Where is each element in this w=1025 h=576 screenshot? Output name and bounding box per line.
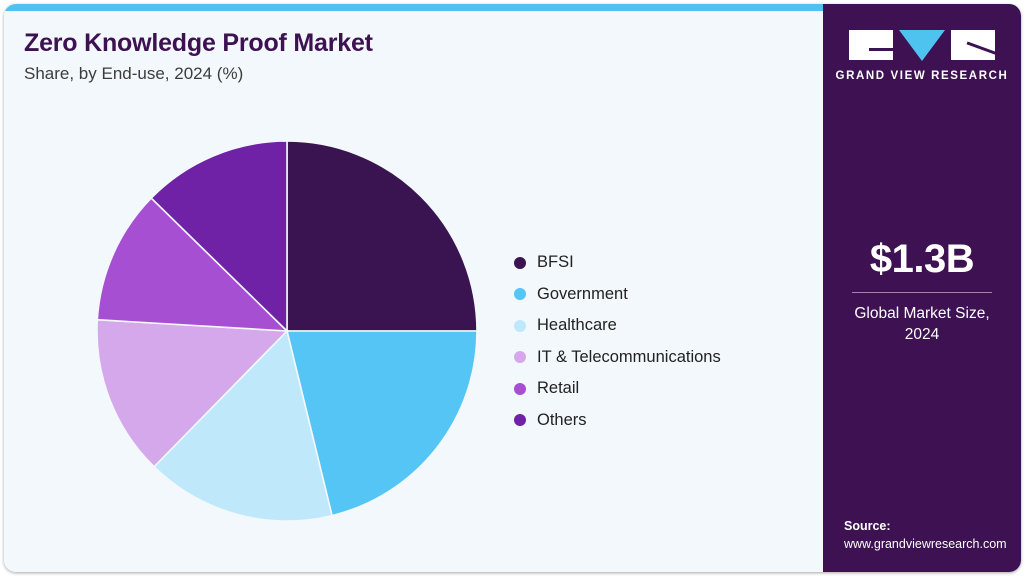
pie-slice [96,318,289,468]
top-accent-bar [4,4,1021,11]
brand-sidebar: GRAND VIEW RESEARCH $1.3B Global Market … [823,4,1021,572]
legend-color-swatch-icon [514,382,526,395]
legend-item[interactable]: Others [514,405,721,437]
pie-slice-group [96,140,478,522]
legend-item[interactable]: Retail [514,373,721,405]
legend-color-swatch-icon [514,288,526,301]
source-url[interactable]: www.grandviewresearch.com [844,537,1007,552]
pie-slice [286,140,478,332]
pie-slice [285,330,478,517]
stat-divider [852,292,992,293]
logo-letter-r-icon [951,30,995,60]
pie-chart-svg [96,140,478,522]
chart-card: Zero Knowledge Proof Market Share, by En… [4,4,1021,572]
legend-item[interactable]: BFSI [514,247,721,279]
legend-item-label: IT & Telecommunications [537,347,721,366]
gvr-logo: GRAND VIEW RESEARCH [823,30,1021,82]
legend-color-swatch-icon [514,414,526,427]
legend-item[interactable]: Healthcare [514,310,721,342]
legend-item-label: Others [537,410,587,429]
pie-slice [152,329,333,522]
chart-content-area: Zero Knowledge Proof Market Share, by En… [4,11,823,572]
pie-slice [96,196,290,332]
logo-letter-v-triangle-icon [899,30,945,61]
legend-item-label: Government [537,284,628,303]
legend-item-label: Retail [537,379,580,398]
chart-legend: BFSI Government Healthcare IT & Telecommuni… [514,247,721,436]
logo-brand-text: GRAND VIEW RESEARCH [835,70,1009,82]
market-size-stat: $1.3B Global Market Size, 2024 [823,239,1021,346]
logo-marks [823,30,1021,61]
market-size-value: $1.3B [869,237,975,281]
source-block: Source: www.grandviewresearch.com [844,517,1007,555]
legend-color-swatch-icon [514,256,526,269]
source-title: Source: [844,518,891,533]
legend-color-swatch-icon [514,351,526,364]
legend-item-label: BFSI [537,253,574,272]
pie-slice [150,140,288,333]
legend-color-swatch-icon [514,319,526,332]
legend-item-label: Healthcare [537,316,617,335]
market-size-label: Global Market Size, 2024 [854,305,990,343]
pie-chart [89,134,489,534]
page-subtitle: Share, by End-use, 2024 (%) [24,64,244,83]
legend-item[interactable]: IT & Telecommunications [514,342,721,374]
legend-item[interactable]: Government [514,279,721,311]
page-title: Zero Knowledge Proof Market [24,29,373,57]
logo-letter-g-icon [849,30,893,60]
